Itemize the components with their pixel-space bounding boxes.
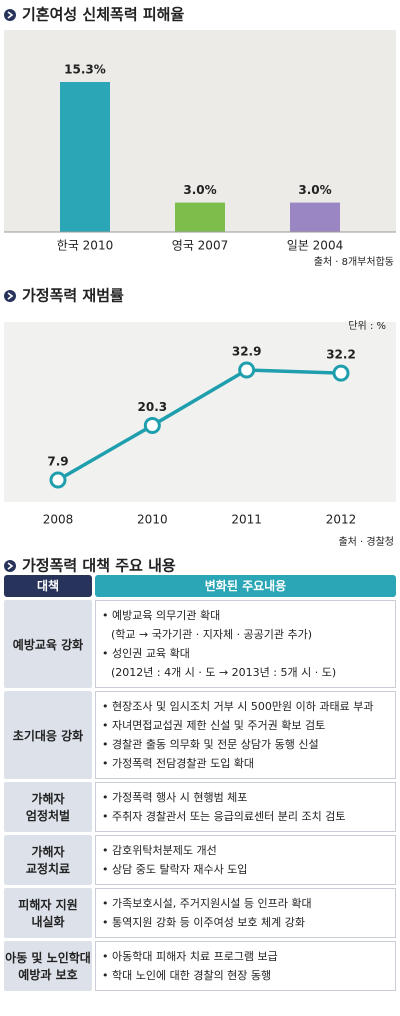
section-icon-arrow [7, 11, 14, 19]
category-text: 가해자 [31, 845, 65, 859]
items-cell: 아동학대 피해자 치료 프로그램 보급학대 노인에 대한 경찰의 현장 동행 [95, 941, 396, 991]
bar [60, 82, 110, 232]
value-label: 15.3% [64, 63, 106, 77]
table-header: 대책 변화된 주요내용 [4, 575, 396, 597]
x-tick-label: 2010 [137, 513, 168, 527]
item-text: 가정폭력 전담경찰관 도입 확대 [102, 754, 389, 773]
category-cell: 예방교육 강화 [4, 600, 92, 688]
category-text: 교정치료 [25, 862, 71, 876]
item-text: 성인권 교육 확대 [102, 644, 389, 663]
category-text: 엄정처벌 [25, 809, 71, 823]
point [238, 361, 256, 379]
section-title: 가정폭력 재범률 [22, 287, 124, 305]
item-text: 학대 노인에 대한 경찰의 현장 동행 [102, 966, 389, 985]
x-tick-label: 영국 2007 [172, 239, 228, 253]
table-row: 예방교육 강화 예방교육 의무기관 확대 (학교 → 국가기관 · 지자체 · 공공… [4, 600, 396, 688]
point [143, 416, 161, 434]
category-text: 아동 및 노인학대 [5, 951, 91, 965]
section-icon-arrow [7, 292, 14, 300]
source: 출처 · 8개부처합동 [314, 256, 394, 268]
value-label: 3.0% [183, 183, 216, 197]
table-row: 피해자 지원내실화가족보호시설, 주거지원시설 등 인프라 확대통역지원 강화 … [4, 888, 396, 938]
item-text: 통역지원 강화 등 이주여성 보호 체계 강화 [102, 913, 389, 932]
item-text: 주취자 경찰관서 또는 응급의료센터 분리 조치 검토 [102, 807, 389, 826]
value-label: 32.9 [232, 345, 262, 359]
x-tick-label: 2011 [231, 513, 262, 527]
line [57, 368, 342, 482]
section-title: 가정폭력 대책 주요 내용 [22, 557, 176, 575]
category-cell: 초기대응 강화 [4, 691, 92, 779]
unit: 단위 : % [348, 319, 386, 332]
category-text: 예방교육 강화 [12, 637, 84, 652]
items-cell: 가족보호시설, 주거지원시설 등 인프라 확대통역지원 강화 등 이주여성 보호… [95, 888, 396, 938]
section-icon [4, 290, 16, 302]
x-tick-label: 일본 2004 [287, 239, 343, 253]
items-cell: 예방교육 의무기관 확대 (학교 → 국가기관 · 지자체 · 공공기관 추가) 성… [95, 600, 396, 688]
section-icon [4, 9, 16, 21]
table-row: 가해자엄정처벌가정폭력 행사 시 현행범 체포주취자 경찰관서 또는 응급의료센… [4, 782, 396, 832]
value-label: 7.9 [47, 455, 68, 469]
item-text: 현장조사 및 임시조치 거부 시 500만원 이하 과태료 부과 [102, 697, 389, 716]
header-cell: 변화된 주요내용 [95, 575, 396, 597]
item-text: 감호위탁처분제도 개선 [102, 841, 389, 860]
x-tick-label: 2008 [43, 513, 74, 527]
item-text: 가족보호시설, 주거지원시설 등 인프라 확대 [102, 894, 389, 913]
category-text: 피해자 지원 [18, 898, 78, 912]
table-row: 초기대응 강화 현장조사 및 임시조치 거부 시 500만원 이하 과태료 부과자… [4, 691, 396, 779]
x-tick-label: 한국 2010 [57, 239, 113, 253]
item-text: 아동학대 피해자 치료 프로그램 보급 [102, 947, 389, 966]
point [49, 471, 67, 489]
item-text: 상담 중도 탈락자 재수사 도입 [102, 860, 389, 879]
bar [290, 202, 340, 232]
x-tick-label: 2012 [326, 513, 357, 527]
source: 출처 · 경찰청 [338, 535, 394, 548]
category-text: 예방과 보호 [18, 968, 78, 982]
bar [175, 202, 225, 232]
category-text: 가해자 [31, 792, 65, 806]
value-label: 20.3 [138, 400, 168, 414]
value-label: 32.2 [326, 348, 356, 362]
items-cell: 감호위탁처분제도 개선상담 중도 탈락자 재수사 도입 [95, 835, 396, 885]
item-text: 예방교육 의무기관 확대 [102, 606, 389, 625]
section-title: 기혼여성 신체폭력 피해율 [22, 6, 184, 24]
charts: 기혼여성 신체폭력 피해율 15.3% 한국 2010 3.0% 영국 2007 3.0%… [4, 6, 396, 575]
header-cell: 대책 [4, 575, 92, 597]
items-cell: 가정폭력 행사 시 현행범 체포주취자 경찰관서 또는 응급의료센터 분리 조치… [95, 782, 396, 832]
item-text: (학교 → 국가기관 · 지자체 · 공공기관 추가) [111, 628, 313, 641]
value-label: 3.0% [298, 183, 331, 197]
category-text: 내실화 [31, 915, 65, 929]
table-row: 가해자교정치료감호위탁처분제도 개선상담 중도 탈락자 재수사 도입 [4, 835, 396, 885]
item-text: 자녀면접교섭권 제한 신설 및 주거권 확보 검토 [102, 716, 389, 735]
point [332, 364, 350, 382]
items-cell: 현장조사 및 임시조치 거부 시 500만원 이하 과태료 부과자녀면접교섭권 … [95, 691, 396, 779]
section-icon-arrow [7, 562, 14, 570]
item-text: (2012년 : 4개 시 · 도 → 2013년 : 5개 시 · 도) [111, 666, 337, 679]
category-text: 초기대응 강화 [12, 728, 84, 743]
section-icon [4, 560, 16, 572]
item-text: 경찰관 출동 의무화 및 전문 상담가 동행 신설 [102, 735, 389, 754]
item-text: 가정폭력 행사 시 현행범 체포 [102, 788, 389, 807]
